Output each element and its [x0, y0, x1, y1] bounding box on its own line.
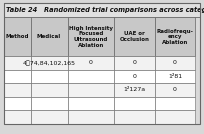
Text: 0: 0 — [132, 60, 136, 65]
Text: 1²127a: 1²127a — [123, 87, 145, 92]
Text: Table 24   Randomized trial comparisons across categories: Table 24 Randomized trial comparisons ac… — [6, 7, 204, 13]
Bar — [155, 56, 195, 70]
Bar — [31, 56, 68, 70]
Bar — [155, 17, 195, 56]
Bar — [4, 97, 31, 110]
Bar — [114, 97, 155, 110]
Bar — [4, 83, 31, 97]
Bar — [4, 70, 31, 83]
Bar — [68, 70, 114, 83]
Bar — [68, 56, 114, 70]
Bar — [68, 17, 114, 56]
Bar — [4, 56, 31, 70]
Text: 1²81: 1²81 — [168, 74, 182, 79]
Text: Radiofrequ-
ency
Ablation: Radiofrequ- ency Ablation — [156, 29, 193, 45]
Bar — [31, 83, 68, 97]
Bar — [155, 110, 195, 124]
Text: 0: 0 — [89, 60, 93, 65]
Text: UAE or
Occlusion: UAE or Occlusion — [119, 31, 149, 42]
Bar — [31, 110, 68, 124]
Bar — [68, 110, 114, 124]
Bar — [31, 97, 68, 110]
Bar — [114, 83, 155, 97]
Bar — [68, 83, 114, 97]
Bar — [68, 97, 114, 110]
Bar — [155, 70, 195, 83]
Text: Medical: Medical — [37, 34, 61, 39]
Text: 0: 0 — [173, 87, 177, 92]
Bar — [114, 70, 155, 83]
Bar — [31, 70, 68, 83]
Text: 4⁳74,84,102,165: 4⁳74,84,102,165 — [23, 60, 76, 66]
Bar — [4, 3, 200, 17]
Bar — [114, 110, 155, 124]
Bar — [4, 110, 31, 124]
Bar — [155, 97, 195, 110]
Bar — [31, 17, 68, 56]
Text: High Intensity
Focused
Ultrasound
Ablation: High Intensity Focused Ultrasound Ablati… — [69, 26, 113, 48]
Bar — [114, 17, 155, 56]
Bar — [114, 56, 155, 70]
Text: 0: 0 — [132, 74, 136, 79]
Bar — [4, 17, 31, 56]
Text: 0: 0 — [173, 60, 177, 65]
Bar — [155, 83, 195, 97]
Text: Method: Method — [6, 34, 29, 39]
